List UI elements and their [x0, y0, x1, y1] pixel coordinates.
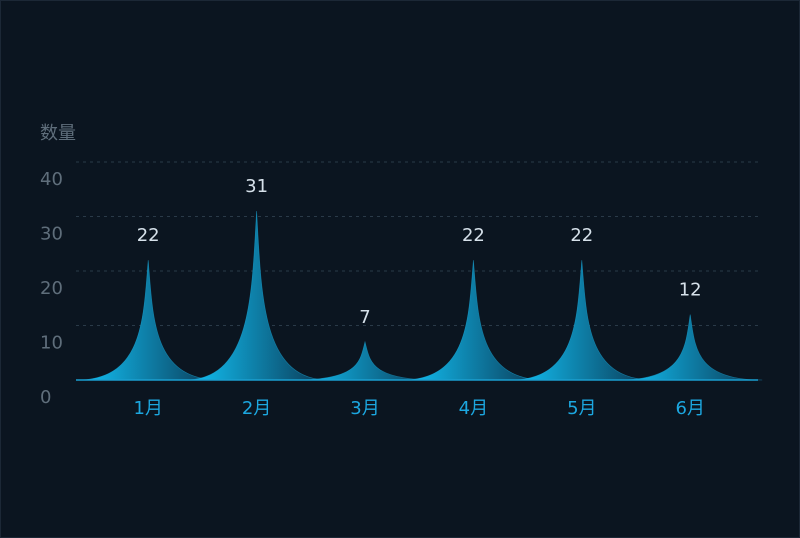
spike — [184, 211, 329, 381]
y-tick-label: 40 — [40, 169, 63, 190]
x-tick-label: 3月 — [350, 398, 379, 419]
x-tick-label: 4月 — [459, 398, 488, 419]
value-label: 7 — [359, 307, 370, 328]
spike — [292, 340, 438, 381]
value-label: 22 — [570, 225, 593, 246]
spike — [509, 260, 654, 381]
x-tick-label: 5月 — [567, 398, 596, 419]
y-tick-label: 20 — [40, 278, 63, 299]
value-label: 31 — [245, 176, 268, 197]
y-tick-label: 0 — [40, 387, 51, 408]
y-tick-label: 30 — [40, 224, 63, 245]
x-tick-label: 2月 — [242, 398, 271, 419]
value-label: 22 — [462, 225, 485, 246]
y-axis-label: 数量 — [40, 123, 76, 144]
value-label: 22 — [137, 225, 160, 246]
y-tick-label: 10 — [40, 333, 63, 354]
spike — [618, 314, 763, 381]
x-tick-label: 1月 — [133, 398, 162, 419]
value-label: 12 — [679, 280, 702, 301]
spike — [76, 260, 221, 381]
spike — [401, 260, 546, 381]
x-tick-label: 6月 — [675, 398, 704, 419]
